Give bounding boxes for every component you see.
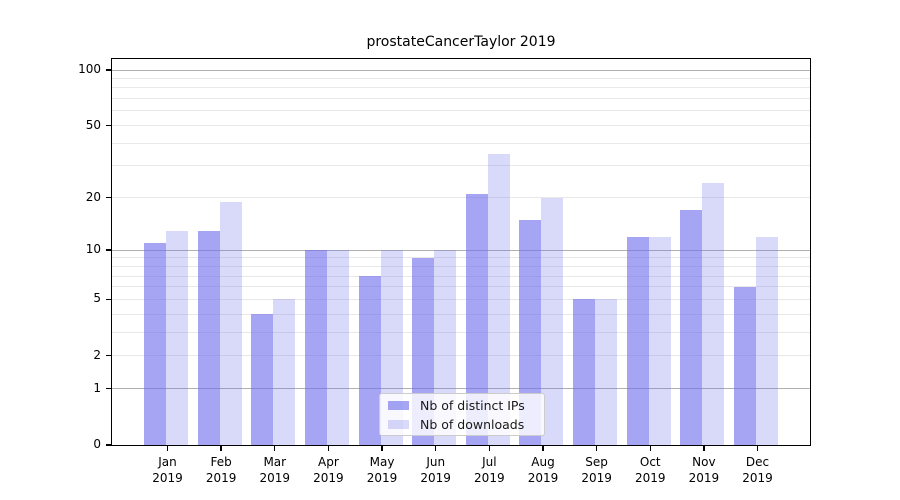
bar-distinct-ips (626, 236, 649, 445)
legend-entry-distinct-ips: Nb of distinct IPs (388, 398, 544, 413)
x-tick-label: Sep 2019 (581, 455, 612, 485)
bar-downloads (166, 230, 188, 445)
bar-downloads (756, 236, 779, 445)
bar-distinct-ips (197, 230, 220, 445)
y-tick-mark (106, 298, 112, 301)
x-tick-mark (435, 445, 437, 451)
minor-gridline (112, 125, 810, 127)
chart-title: prostateCancerTaylor 2019 (366, 34, 556, 50)
x-tick-label: Dec 2019 (742, 455, 773, 485)
y-tick-mark (106, 69, 112, 71)
bar-distinct-ips (734, 286, 757, 445)
x-tick-label: Mar 2019 (259, 455, 291, 485)
x-tick-label: Jul 2019 (474, 455, 505, 485)
bar-distinct-ips (144, 243, 166, 445)
bar-downloads (326, 250, 349, 445)
y-tick-label: 100 (78, 62, 101, 76)
legend-swatch-downloads (388, 419, 409, 429)
x-tick-mark (756, 445, 759, 451)
bar-distinct-ips (251, 314, 274, 445)
x-tick-label: Nov 2019 (688, 455, 720, 485)
bar-downloads (702, 183, 725, 445)
minor-gridline (112, 331, 810, 333)
y-tick-label: 20 (85, 189, 101, 204)
y-tick-mark (106, 124, 112, 127)
bar-distinct-ips (680, 210, 703, 445)
legend-label-downloads: Nb of downloads (420, 416, 525, 432)
legend-entry-downloads: Nb of downloads (388, 417, 544, 432)
x-tick-mark (166, 445, 169, 451)
y-tick-mark (106, 196, 112, 199)
bar-downloads (648, 236, 671, 445)
y-tick-label: 50 (85, 117, 101, 132)
minor-gridline (112, 110, 810, 112)
minor-gridline (112, 257, 810, 259)
minor-gridline (112, 298, 810, 300)
minor-gridline (112, 197, 810, 199)
y-tick-label: 10 (85, 242, 101, 257)
bar-downloads (273, 299, 296, 445)
minor-gridline (112, 313, 810, 315)
legend-label-distinct-ips: Nb of distinct IPs (420, 397, 525, 413)
x-tick-mark (649, 445, 651, 451)
bar-distinct-ips (573, 299, 596, 445)
bar-distinct-ips (358, 276, 381, 445)
y-tick-label: 2 (93, 347, 101, 362)
major-gridline (112, 249, 810, 251)
x-tick-label: Oct 2019 (634, 455, 666, 485)
x-tick-label: Jan 2019 (152, 455, 183, 485)
x-tick-label: Apr 2019 (313, 455, 344, 485)
x-tick-label: Aug 2019 (527, 455, 559, 485)
minor-gridline (112, 275, 810, 277)
major-gridline (112, 388, 810, 390)
legend-swatch-distinct-ips (388, 400, 409, 410)
y-tick-label: 5 (93, 291, 101, 306)
x-tick-mark (220, 445, 222, 451)
minor-gridline (112, 165, 810, 167)
x-tick-mark (327, 445, 330, 451)
y-tick-mark (106, 249, 112, 251)
x-tick-mark (488, 445, 491, 451)
bar-downloads (595, 299, 618, 445)
minor-gridline (112, 77, 810, 79)
x-tick-label: May 2019 (366, 455, 398, 485)
x-tick-label: Jun 2019 (420, 455, 451, 485)
minor-gridline (112, 87, 810, 89)
bar-downloads (219, 201, 242, 445)
minor-gridline (112, 142, 810, 144)
major-gridline (112, 69, 810, 71)
bar-distinct-ips (519, 219, 542, 445)
bar-downloads (541, 197, 564, 445)
y-tick-mark (106, 387, 112, 390)
x-tick-mark (595, 445, 598, 451)
y-tick-label: 0 (93, 437, 101, 451)
bar-distinct-ips (304, 250, 327, 445)
x-tick-mark (703, 445, 705, 451)
x-tick-mark (381, 445, 383, 451)
minor-gridline (112, 265, 810, 267)
y-tick-mark (106, 444, 112, 446)
y-tick-mark (106, 355, 112, 357)
minor-gridline (112, 355, 810, 357)
y-tick-label: 1 (93, 380, 101, 395)
x-tick-mark (274, 445, 276, 451)
bar-distinct-ips (465, 193, 488, 445)
x-tick-label: Feb 2019 (205, 455, 237, 485)
minor-gridline (112, 98, 810, 100)
minor-gridline (112, 286, 810, 288)
bar-downloads (487, 153, 510, 445)
legend: Nb of distinct IPs Nb of downloads (379, 393, 545, 436)
x-tick-mark (542, 445, 544, 451)
